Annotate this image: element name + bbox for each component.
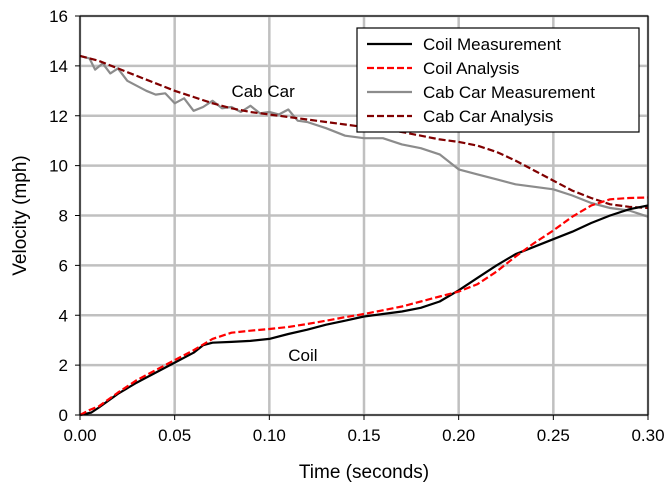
series-line-2 [79,54,649,218]
legend-label: Coil Analysis [423,59,519,78]
y-tick-label: 14 [49,57,68,76]
x-tick-label: 0.20 [442,426,475,445]
y-tick-label: 16 [49,7,68,26]
y-tick-label: 10 [49,157,68,176]
legend-label: Cab Car Measurement [423,83,595,102]
y-axis-title: Velocity (mph) [10,155,31,275]
legend: Coil Measurement Coil Analysis Cab Car Mea… [356,27,640,133]
y-tick-label: 8 [59,207,68,226]
x-tick-label: 0.15 [347,426,380,445]
y-tick-label: 0 [59,406,68,425]
legend-box [356,27,640,133]
x-tick-label: 0.25 [537,426,570,445]
x-axis-title: Time (seconds) [299,462,429,483]
annotation-label: Cab Car [231,82,295,101]
axis-ticks: 0.00 0.05 0.10 0.15 0.20 0.25 0.30 0 2 4 6 8 10 12 14 1… [49,7,664,445]
series-line-0 [79,204,649,417]
legend-label: Cab Car Analysis [423,107,553,126]
y-tick-label: 12 [49,107,68,126]
annotation-label: Coil [288,346,317,365]
x-tick-label: 0.00 [63,426,96,445]
y-tick-label: 6 [59,256,68,275]
x-tick-label: 0.30 [631,426,664,445]
series-line-1 [79,196,649,416]
legend-label: Coil Measurement [423,35,561,54]
annotations: Cab Car Coil [231,82,317,365]
x-tick-label: 0.10 [253,426,286,445]
x-tick-label: 0.05 [158,426,191,445]
y-tick-label: 2 [59,356,68,375]
y-tick-label: 4 [59,306,68,325]
